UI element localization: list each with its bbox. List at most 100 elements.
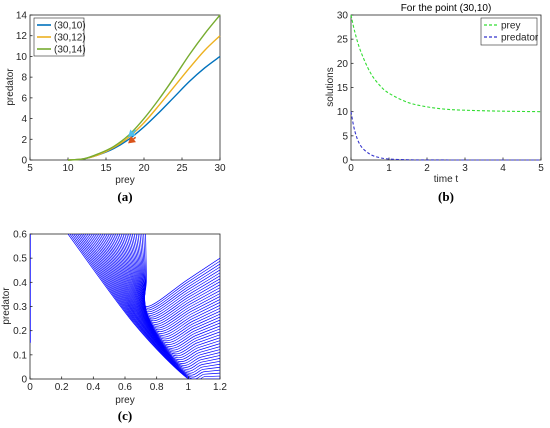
trajectory-curve: [130, 234, 220, 322]
y-tick-label: 0: [21, 156, 27, 167]
trajectory-curve: [126, 234, 220, 325]
trajectory-curve: [111, 234, 220, 340]
x-tick-label: 0.4: [86, 382, 100, 393]
panel-a-ylabel: predator: [5, 68, 16, 106]
y-tick-label: 0.5: [13, 254, 27, 265]
trajectory-curve: [99, 234, 220, 351]
x-tick-label: 0.2: [55, 382, 69, 393]
y-tick-label: 5: [342, 131, 348, 142]
y-tick-label: 0.4: [13, 278, 27, 289]
panel-c-trajectories: [30, 234, 220, 379]
trajectory-curve: [69, 234, 220, 379]
y-tick-label: 15: [337, 83, 349, 94]
panel-b-caption: (b): [438, 189, 454, 204]
trajectory-group: [30, 234, 220, 379]
y-tick-label: 10: [337, 107, 349, 118]
trajectory-curve: [103, 234, 220, 347]
series-line-30-14: [67, 14, 221, 161]
x-tick-label: 0: [348, 163, 354, 174]
x-tick-label: 0: [27, 382, 33, 393]
panel-a-arrows: [128, 129, 137, 144]
trajectory-curve: [143, 234, 220, 309]
legend-label-predator: predator: [501, 33, 539, 44]
panel-c-ylabel: predator: [1, 287, 12, 325]
x-tick-label: 4: [500, 163, 506, 174]
x-tick-label: 2: [424, 163, 430, 174]
x-tick-label: 0.8: [150, 382, 164, 393]
trajectory-curve: [84, 234, 220, 366]
x-tick-label: 1: [386, 163, 392, 174]
y-tick-label: 8: [21, 73, 27, 84]
trajectory-curve: [124, 234, 220, 327]
panel-c-caption: (c): [118, 408, 132, 423]
y-tick-label: 0.3: [13, 302, 27, 313]
y-tick-label: 12: [16, 31, 28, 42]
trajectory-curve: [143, 234, 220, 307]
trajectory-curve: [67, 234, 220, 379]
trajectory-curve: [109, 234, 220, 342]
trajectory-curve: [135, 234, 220, 316]
panel-c-axes: 0 0.2 0.4 0.6 0.8 1 1.2 0 0.1 0.2 0.3 0.4 0.5 0.6: [13, 230, 227, 394]
trajectory-curve: [73, 234, 220, 378]
trajectory-curve: [120, 234, 220, 331]
y-tick-label: 0.2: [13, 326, 27, 337]
trajectory-curve: [113, 234, 220, 338]
trajectory-curve: [118, 234, 220, 333]
x-tick-label: 0.6: [118, 382, 132, 393]
trajectory-curve: [97, 234, 220, 353]
y-tick-label: 4: [21, 114, 27, 125]
legend-label-30-10: (30,10): [54, 21, 86, 32]
panel-b-title: For the point (30,10): [401, 3, 492, 14]
trajectory-curve: [77, 234, 220, 374]
arrow-shaft: [132, 129, 137, 133]
trajectory-curve: [90, 234, 220, 361]
panel-b-series: [350, 14, 542, 161]
trajectory-curve: [96, 234, 220, 355]
panel-b-legend-box: [480, 17, 538, 46]
y-tick-label: 0.6: [13, 230, 27, 241]
panel-c-xlabel: prey: [115, 395, 134, 406]
panel-a-series: [67, 14, 221, 161]
legend-label-prey: prey: [501, 21, 520, 32]
trajectory-curve: [133, 234, 220, 318]
y-tick-label: 0.1: [13, 350, 27, 361]
trajectory-curve: [141, 234, 220, 311]
series-line-prey: [350, 14, 542, 113]
arrow-head: [128, 129, 136, 138]
series-line-predator: [350, 111, 541, 161]
x-tick-label: 10: [62, 163, 74, 174]
panel-a-xlabel: prey: [115, 175, 134, 186]
x-tick-label: 1: [186, 382, 192, 393]
x-tick-label: 5: [27, 163, 33, 174]
y-tick-label: 0: [342, 156, 348, 167]
panel-b-legend: prey predator: [480, 17, 539, 46]
trajectory-curve: [75, 234, 220, 376]
panel-b-ylabel: solutions: [325, 67, 336, 106]
panel-b-xlabel: time t: [434, 174, 459, 185]
trajectory-curve: [79, 234, 220, 372]
y-tick-label: 2: [21, 135, 27, 146]
trajectory-curve: [94, 234, 220, 357]
legend-label-30-14: (30,14): [54, 45, 86, 56]
trajectory-curve: [101, 234, 220, 349]
trajectory-curve: [82, 234, 220, 368]
trajectory-curve: [71, 234, 220, 379]
y-tick-label: 20: [337, 59, 349, 70]
panel-a-axes: 5 10 15 20 25 30 0 2 4 6 8 10 12 14: [16, 11, 226, 175]
trajectory-curve: [131, 234, 220, 320]
trajectory-curve: [137, 234, 220, 314]
arrow-head: [128, 135, 136, 144]
arrow-shaft: [132, 136, 137, 140]
x-tick-label: 20: [138, 163, 150, 174]
x-tick-label: 5: [538, 163, 544, 174]
series-line-30-12: [67, 35, 221, 161]
trajectory-curve: [128, 234, 220, 323]
panel-a-caption: (a): [117, 189, 132, 204]
panel-c-chart: 0 0.2 0.4 0.6 0.8 1 1.2 0 0.1 0.2 0.3 0.4 0.5 0.6 pre…: [1, 230, 227, 424]
x-tick-label: 30: [214, 163, 226, 174]
x-tick-label: 25: [176, 163, 188, 174]
trajectory-curve: [139, 234, 220, 313]
panel-a-chart: 5 10 15 20 25 30 0 2 4 6 8 10 12 14 prey predator (30…: [5, 11, 226, 205]
trajectory-curve: [107, 234, 220, 344]
